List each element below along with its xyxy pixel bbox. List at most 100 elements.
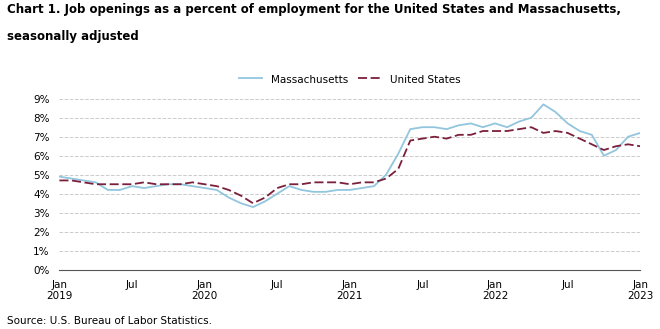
Massachusetts (467, 121, 475, 125)
United States (552, 129, 560, 133)
United States (515, 127, 523, 131)
United States (418, 137, 426, 140)
United States (321, 180, 329, 184)
Text: Source: U.S. Bureau of Labor Statistics.: Source: U.S. Bureau of Labor Statistics. (7, 316, 212, 326)
Massachusetts (80, 178, 88, 182)
United States (201, 182, 209, 186)
United States (55, 178, 63, 182)
Massachusetts (261, 199, 269, 203)
Massachusetts (418, 125, 426, 129)
United States (382, 177, 390, 181)
Massachusetts (104, 188, 112, 192)
Massachusetts (382, 173, 390, 177)
Massachusetts (189, 184, 197, 188)
Massachusetts (116, 188, 124, 192)
United States (225, 188, 233, 192)
Massachusetts (92, 180, 100, 184)
Massachusetts (491, 121, 499, 125)
United States (588, 142, 596, 146)
Massachusetts (176, 182, 184, 186)
United States (370, 180, 378, 184)
United States (213, 184, 220, 188)
Massachusetts (394, 152, 402, 156)
United States (527, 125, 535, 129)
Massachusetts (310, 190, 317, 194)
Massachusetts (443, 127, 451, 131)
Massachusetts (370, 184, 378, 188)
United States (140, 180, 148, 184)
United States (443, 137, 451, 140)
United States (116, 182, 124, 186)
Massachusetts (430, 125, 438, 129)
United States (612, 144, 620, 148)
Massachusetts (201, 186, 209, 190)
Massachusetts (576, 129, 583, 133)
United States (636, 144, 644, 148)
Massachusetts (612, 148, 620, 152)
United States (189, 180, 197, 184)
Massachusetts (285, 184, 293, 188)
United States (164, 182, 172, 186)
United States (358, 180, 366, 184)
Line: Massachusetts: Massachusetts (59, 104, 640, 207)
Massachusetts (588, 133, 596, 137)
United States (237, 194, 245, 198)
United States (261, 195, 269, 199)
Text: Chart 1. Job openings as a percent of employment for the United States and Massa: Chart 1. Job openings as a percent of em… (7, 3, 620, 16)
United States (104, 182, 112, 186)
Legend: Massachusetts, United States: Massachusetts, United States (240, 74, 460, 85)
United States (92, 182, 100, 186)
Massachusetts (503, 125, 511, 129)
Massachusetts (67, 177, 75, 181)
United States (624, 142, 632, 146)
Massachusetts (213, 188, 220, 192)
United States (564, 131, 572, 135)
Massachusetts (479, 125, 487, 129)
Massachusetts (298, 188, 306, 192)
United States (310, 180, 317, 184)
United States (285, 182, 293, 186)
Line: United States: United States (59, 127, 640, 203)
United States (455, 133, 463, 137)
United States (430, 135, 438, 139)
Massachusetts (55, 175, 63, 179)
Text: seasonally adjusted: seasonally adjusted (7, 30, 139, 43)
Massachusetts (636, 131, 644, 135)
United States (407, 139, 414, 142)
Massachusetts (128, 184, 136, 188)
United States (176, 182, 184, 186)
Massachusetts (164, 182, 172, 186)
United States (152, 182, 160, 186)
Massachusetts (455, 123, 463, 127)
United States (249, 201, 257, 205)
United States (273, 186, 281, 190)
Massachusetts (539, 102, 547, 106)
Massachusetts (527, 116, 535, 120)
Massachusetts (600, 154, 608, 158)
United States (467, 133, 475, 137)
United States (539, 131, 547, 135)
Massachusetts (358, 186, 366, 190)
Massachusetts (334, 188, 342, 192)
Massachusetts (225, 195, 233, 199)
Massachusetts (346, 188, 354, 192)
United States (600, 148, 608, 152)
United States (576, 137, 583, 140)
Massachusetts (140, 186, 148, 190)
Massachusetts (152, 184, 160, 188)
United States (298, 182, 306, 186)
United States (67, 178, 75, 182)
United States (334, 180, 342, 184)
United States (503, 129, 511, 133)
United States (346, 182, 354, 186)
United States (128, 182, 136, 186)
Massachusetts (249, 205, 257, 209)
United States (394, 167, 402, 171)
Massachusetts (237, 201, 245, 205)
Massachusetts (564, 121, 572, 125)
Massachusetts (321, 190, 329, 194)
Massachusetts (515, 119, 523, 123)
Massachusetts (407, 127, 414, 131)
Massachusetts (273, 192, 281, 196)
Massachusetts (624, 135, 632, 139)
